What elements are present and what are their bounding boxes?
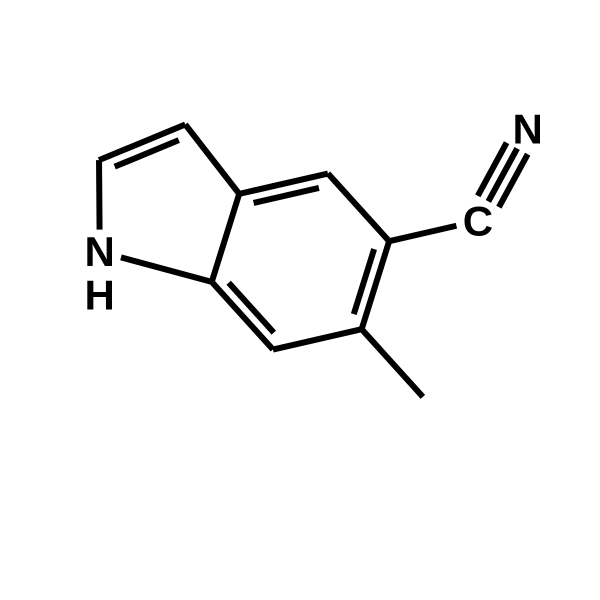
chemical-structure-diagram: NHCN (0, 0, 600, 600)
atom-label-h: H (85, 272, 115, 319)
atom-label-n: N (512, 106, 542, 153)
atom-label-c: C (463, 197, 493, 244)
bond-line (99, 160, 100, 229)
atom-label-n: N (85, 228, 115, 275)
